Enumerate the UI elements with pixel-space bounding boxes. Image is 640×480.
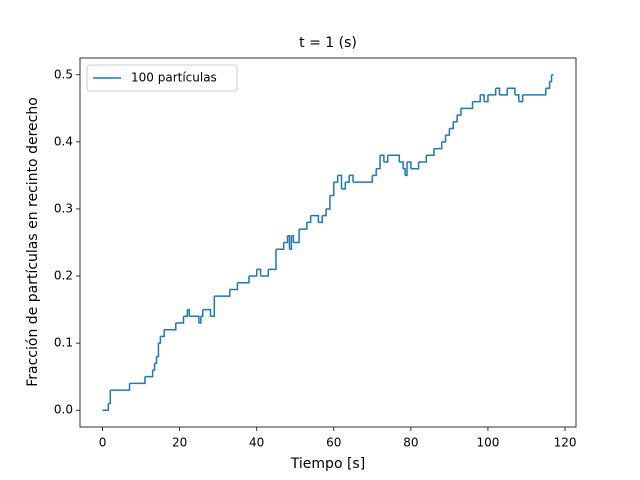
y-tick-label: 0.3 bbox=[54, 201, 73, 215]
step-segment bbox=[507, 87, 516, 95]
step-segment bbox=[129, 376, 146, 385]
y-tick-label: 0.1 bbox=[54, 336, 73, 350]
step-segment bbox=[322, 208, 327, 217]
step-segment bbox=[108, 390, 112, 405]
step-segment bbox=[318, 215, 323, 224]
step-segment bbox=[457, 108, 462, 116]
y-axis-label: Fracción de partículas en recinto derech… bbox=[25, 97, 41, 387]
step-segment bbox=[405, 161, 408, 177]
step-segment bbox=[549, 74, 553, 83]
step-segment bbox=[268, 249, 277, 271]
chart-title: t = 1 (s) bbox=[299, 35, 357, 51]
step-segment bbox=[333, 175, 339, 183]
step-segment bbox=[349, 174, 354, 183]
x-tick-label: 20 bbox=[172, 436, 187, 450]
step-segment bbox=[156, 343, 160, 358]
step-segment bbox=[210, 296, 216, 318]
step-segment bbox=[329, 182, 335, 197]
step-segment bbox=[545, 81, 551, 89]
step-segment bbox=[426, 148, 435, 157]
y-tick-label: 0.5 bbox=[54, 67, 73, 81]
step-segment bbox=[289, 235, 293, 250]
step-segment bbox=[260, 269, 270, 277]
step-segment bbox=[499, 88, 508, 96]
step-segment bbox=[248, 269, 258, 277]
step-segment bbox=[518, 94, 524, 103]
step-segment bbox=[283, 235, 289, 244]
step-segment bbox=[480, 94, 485, 102]
step-segment bbox=[472, 94, 481, 103]
step-segment bbox=[187, 308, 191, 317]
step-segment bbox=[387, 154, 401, 162]
step-segment bbox=[453, 115, 458, 123]
step-segment bbox=[110, 383, 131, 391]
step-segment bbox=[214, 289, 231, 297]
step-segment bbox=[326, 195, 331, 210]
legend-box bbox=[86, 64, 238, 92]
step-segment bbox=[183, 309, 189, 318]
step-segment bbox=[449, 121, 455, 130]
step-segment bbox=[345, 175, 350, 183]
step-segment bbox=[403, 167, 406, 176]
step-segment bbox=[310, 214, 320, 223]
step-segment bbox=[229, 282, 239, 291]
x-tick-label: 120 bbox=[554, 436, 577, 450]
step-segment bbox=[514, 94, 520, 102]
plot-frame bbox=[79, 57, 577, 428]
y-tick-label: 0.4 bbox=[54, 134, 73, 148]
step-segment bbox=[189, 315, 200, 324]
step-segment bbox=[337, 174, 343, 189]
step-segment bbox=[383, 155, 389, 163]
step-segment bbox=[341, 182, 347, 190]
step-segment bbox=[175, 316, 185, 324]
step-segment bbox=[460, 101, 474, 110]
step-segment bbox=[287, 235, 291, 250]
step-segment bbox=[484, 94, 489, 103]
step-segment bbox=[306, 215, 312, 224]
step-segment bbox=[410, 161, 420, 170]
x-tick-label: 40 bbox=[249, 436, 264, 450]
step-segment bbox=[445, 128, 451, 136]
step-segment bbox=[237, 276, 250, 284]
step-segment bbox=[487, 88, 497, 96]
step-segment bbox=[202, 308, 212, 317]
step-segment bbox=[299, 222, 308, 230]
step-segment bbox=[158, 336, 162, 344]
step-segment bbox=[399, 161, 404, 169]
step-segment bbox=[293, 229, 300, 244]
legend-label: 100 partículas bbox=[131, 71, 217, 85]
x-tick-label: 80 bbox=[403, 436, 418, 450]
step-segment bbox=[200, 309, 204, 318]
step-segment bbox=[102, 403, 110, 411]
step-segment bbox=[152, 363, 156, 371]
x-tick-label: 60 bbox=[326, 436, 341, 450]
step-segment bbox=[256, 268, 262, 277]
y-tick-label: 0.0 bbox=[54, 403, 73, 417]
step-segment bbox=[522, 88, 547, 96]
y-tick-label: 0.2 bbox=[54, 269, 73, 283]
step-segment bbox=[376, 155, 381, 170]
step-segment bbox=[433, 141, 443, 150]
step-segment bbox=[144, 369, 154, 378]
step-segment bbox=[372, 168, 377, 177]
step-segment bbox=[380, 154, 385, 162]
x-tick-label: 100 bbox=[476, 436, 499, 450]
step-segment bbox=[154, 356, 158, 365]
step-segment bbox=[495, 87, 501, 95]
step-segment bbox=[353, 175, 374, 183]
x-axis-label: Tiempo [s] bbox=[290, 456, 365, 472]
step-segment bbox=[160, 329, 165, 338]
step-segment bbox=[275, 242, 285, 250]
step-segment bbox=[407, 161, 412, 169]
step-segment bbox=[198, 316, 202, 324]
step-segment bbox=[441, 135, 447, 143]
step-segment bbox=[164, 323, 177, 331]
x-tick-label: 0 bbox=[99, 436, 107, 450]
step-segment bbox=[418, 155, 428, 163]
step-segment bbox=[291, 235, 295, 243]
